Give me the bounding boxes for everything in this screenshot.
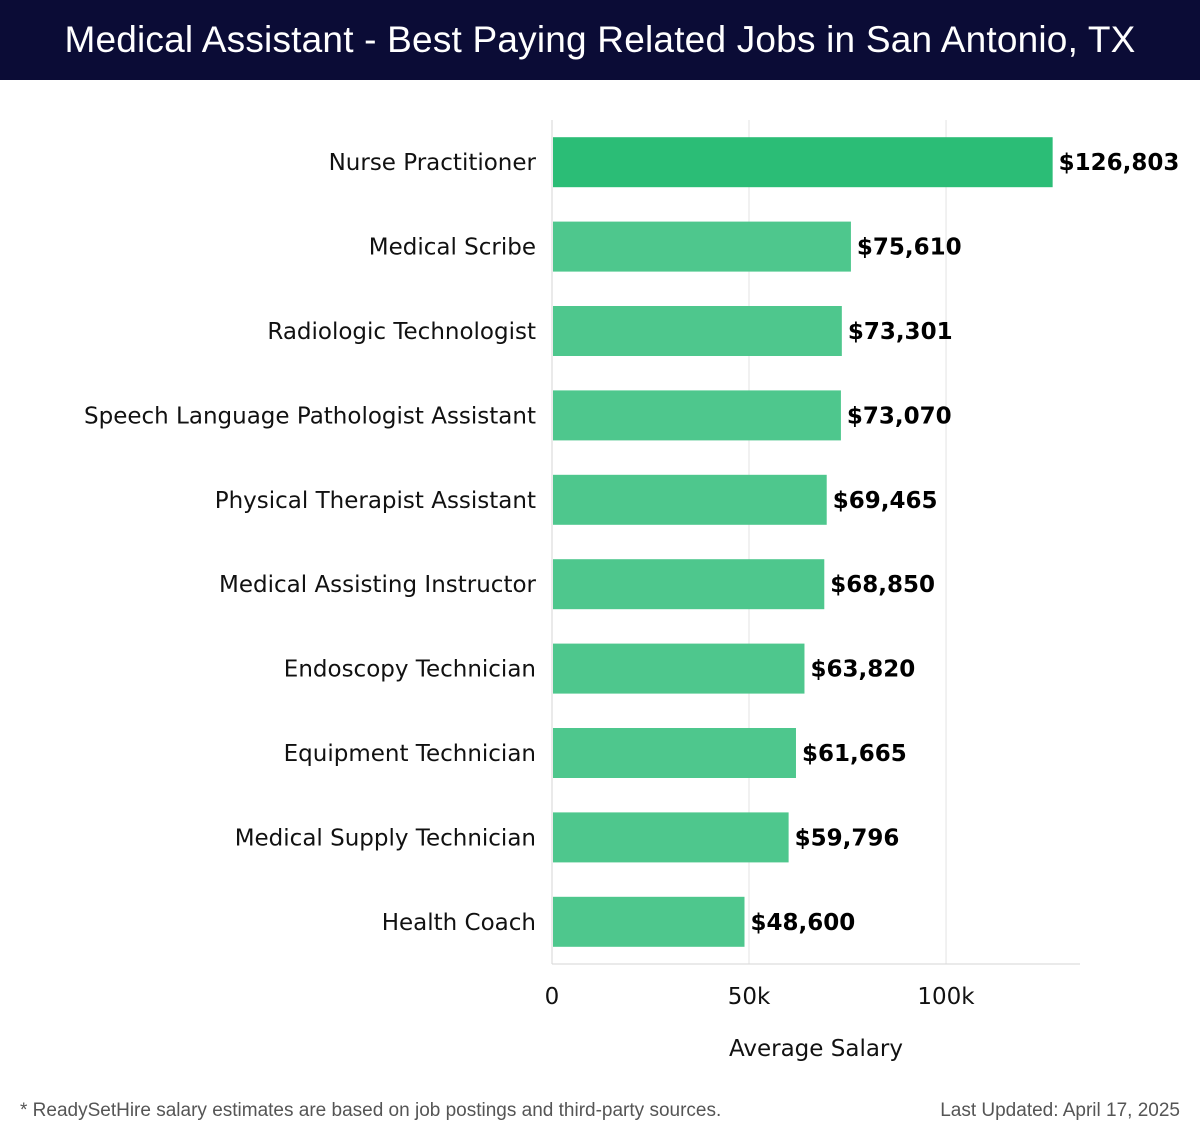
bar-5: [553, 559, 825, 610]
bar-2: [553, 306, 842, 356]
category-label-6: Endoscopy Technician: [284, 657, 536, 683]
value-label-8: $59,796: [795, 825, 900, 851]
bar-6: [553, 643, 805, 694]
value-label-9: $48,600: [750, 910, 855, 936]
category-label-4: Physical Therapist Assistant: [215, 488, 536, 514]
x-tick-label-2: 100k: [917, 984, 975, 1010]
value-label-2: $73,301: [848, 319, 953, 345]
category-label-0: Nurse Practitioner: [329, 150, 537, 176]
value-label-7: $61,665: [802, 741, 907, 767]
chart-title-bar: Medical Assistant - Best Paying Related …: [0, 0, 1200, 80]
x-tick-label-0: 0: [545, 984, 560, 1010]
bar-7: [553, 728, 796, 778]
category-label-7: Equipment Technician: [284, 741, 536, 767]
bar-1: [553, 221, 851, 272]
last-updated: Last Updated: April 17, 2025: [940, 1100, 1180, 1121]
x-tick-label-1: 50k: [728, 984, 771, 1010]
category-label-2: Radiologic Technologist: [267, 319, 536, 345]
value-label-5: $68,850: [830, 572, 935, 598]
category-label-8: Medical Supply Technician: [235, 825, 536, 851]
bar-8: [553, 812, 789, 863]
x-axis-label: Average Salary: [729, 1036, 903, 1062]
bar-9: [553, 896, 745, 947]
salary-bar-chart: Nurse Practitioner $126,803 Medical Scribe…: [84, 120, 1180, 1062]
value-label-6: $63,820: [810, 657, 915, 683]
footnote: * ReadySetHire salary estimates are base…: [20, 1100, 722, 1121]
value-label-3: $73,070: [847, 403, 952, 429]
value-label-4: $69,465: [833, 488, 938, 514]
chart-title: Medical Assistant - Best Paying Related …: [64, 19, 1136, 60]
category-label-1: Medical Scribe: [369, 235, 536, 261]
bar-4: [553, 474, 827, 525]
value-label-1: $75,610: [857, 235, 962, 261]
value-label-0: $126,803: [1059, 150, 1180, 176]
bar-3: [553, 390, 841, 441]
category-label-5: Medical Assisting Instructor: [219, 572, 537, 598]
category-label-9: Health Coach: [382, 910, 536, 936]
bar-0: [553, 137, 1053, 188]
category-label-3: Speech Language Pathologist Assistant: [84, 403, 536, 429]
